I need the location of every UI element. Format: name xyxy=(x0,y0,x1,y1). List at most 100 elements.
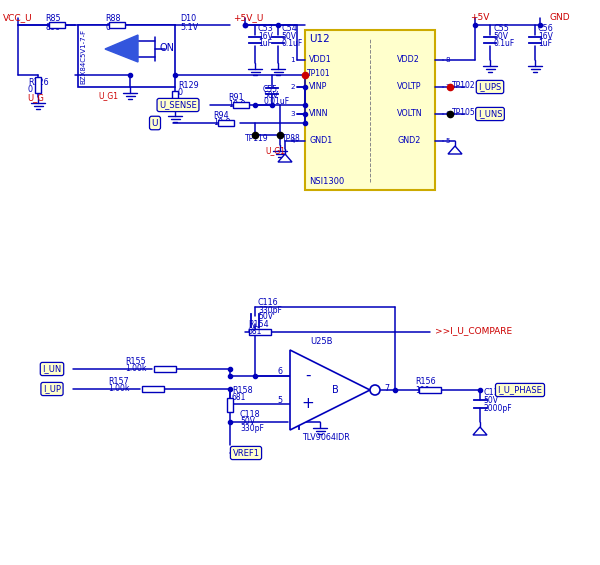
Text: D10: D10 xyxy=(180,14,196,23)
Text: TP88: TP88 xyxy=(282,134,301,143)
Text: R94: R94 xyxy=(213,111,229,120)
Circle shape xyxy=(370,385,380,395)
Text: 0.1uF: 0.1uF xyxy=(281,39,302,48)
Text: 330pF: 330pF xyxy=(258,306,282,315)
Bar xyxy=(142,386,164,392)
Text: TP101: TP101 xyxy=(307,69,331,78)
Text: R156: R156 xyxy=(415,377,436,386)
Text: 50V: 50V xyxy=(263,91,278,100)
Bar xyxy=(218,120,234,126)
Text: 10.0: 10.0 xyxy=(213,118,230,127)
Text: 1uF: 1uF xyxy=(258,39,272,48)
Text: TLV9064IDR: TLV9064IDR xyxy=(302,433,350,442)
Text: 0: 0 xyxy=(178,88,183,97)
Polygon shape xyxy=(278,154,292,162)
Text: VOLTN: VOLTN xyxy=(397,109,422,118)
Text: 50V: 50V xyxy=(240,417,255,426)
Text: 2: 2 xyxy=(290,84,295,90)
Bar xyxy=(172,91,178,107)
Text: GND2: GND2 xyxy=(397,136,421,145)
Text: NSI1300: NSI1300 xyxy=(309,177,344,186)
Text: 10.0: 10.0 xyxy=(228,100,245,109)
Bar xyxy=(78,25,175,87)
Text: -: - xyxy=(305,367,311,383)
Text: U_G1: U_G1 xyxy=(265,146,285,155)
Text: 0: 0 xyxy=(105,23,110,32)
Text: 806: 806 xyxy=(45,23,60,32)
Text: 8: 8 xyxy=(445,57,449,63)
Text: C55: C55 xyxy=(493,24,509,33)
Text: R91: R91 xyxy=(228,93,244,102)
Text: 100: 100 xyxy=(415,386,430,395)
Text: 5: 5 xyxy=(277,396,282,405)
Text: +5V_U: +5V_U xyxy=(233,13,263,22)
Text: I_UNS: I_UNS xyxy=(478,110,502,119)
Bar xyxy=(154,366,176,372)
Polygon shape xyxy=(448,146,462,154)
Text: U_G1: U_G1 xyxy=(98,91,118,100)
Text: I_UPS: I_UPS xyxy=(478,82,502,92)
Text: 0.1uF: 0.1uF xyxy=(493,39,514,48)
Text: BZX84C5V1-7-F: BZX84C5V1-7-F xyxy=(80,28,86,84)
Text: 681: 681 xyxy=(232,393,247,402)
Text: VCC_U: VCC_U xyxy=(3,13,32,22)
Text: VOLTP: VOLTP xyxy=(397,82,421,91)
Text: C117: C117 xyxy=(483,388,504,397)
Text: +: + xyxy=(302,396,314,411)
Text: VREF1: VREF1 xyxy=(233,449,260,458)
Text: 7: 7 xyxy=(445,84,449,90)
Text: 681: 681 xyxy=(248,327,262,336)
Text: 50V: 50V xyxy=(483,396,498,405)
Text: U12: U12 xyxy=(309,34,330,44)
Text: 5.1V: 5.1V xyxy=(180,23,198,32)
Text: TP119: TP119 xyxy=(245,134,269,143)
Polygon shape xyxy=(105,35,138,62)
Text: 6: 6 xyxy=(277,367,282,376)
Text: 1uF: 1uF xyxy=(538,39,552,48)
Text: I_U_PHASE: I_U_PHASE xyxy=(497,385,542,394)
Text: 4: 4 xyxy=(290,138,295,144)
Text: 0: 0 xyxy=(28,85,33,94)
Text: ON: ON xyxy=(160,43,175,53)
Text: 16V: 16V xyxy=(258,32,273,41)
Polygon shape xyxy=(290,350,370,430)
Text: U: U xyxy=(152,119,158,128)
Text: I_UN: I_UN xyxy=(43,364,62,373)
Bar xyxy=(49,22,65,28)
Text: GND: GND xyxy=(550,13,571,22)
Text: U_SENSE: U_SENSE xyxy=(159,101,197,110)
Text: 3: 3 xyxy=(290,111,295,117)
Text: U25B: U25B xyxy=(310,337,332,346)
Polygon shape xyxy=(473,427,487,435)
Text: 7: 7 xyxy=(384,384,389,393)
Text: 1.00k: 1.00k xyxy=(108,384,130,393)
Text: GND1: GND1 xyxy=(309,136,332,145)
Text: 0.01uF: 0.01uF xyxy=(263,97,289,106)
Text: R88: R88 xyxy=(105,14,121,23)
Text: C54: C54 xyxy=(281,24,297,33)
Bar xyxy=(233,102,249,108)
Text: >>I_U_COMPARE: >>I_U_COMPARE xyxy=(435,326,512,335)
Text: R85: R85 xyxy=(45,14,61,23)
Text: VDD1: VDD1 xyxy=(309,55,332,64)
Text: 50V: 50V xyxy=(281,32,296,41)
Bar xyxy=(305,30,435,190)
Text: C56: C56 xyxy=(538,24,554,33)
Text: +5V: +5V xyxy=(470,13,490,22)
Text: C116: C116 xyxy=(258,298,278,307)
Text: 50V: 50V xyxy=(258,312,273,321)
Text: 330pF: 330pF xyxy=(240,424,264,433)
Text: TP102: TP102 xyxy=(452,81,476,90)
Text: VDD2: VDD2 xyxy=(397,55,420,64)
Text: B: B xyxy=(332,385,338,395)
Bar xyxy=(109,22,125,28)
Text: VINN: VINN xyxy=(309,109,329,118)
Text: R126: R126 xyxy=(28,78,49,87)
Text: 2000pF: 2000pF xyxy=(483,404,512,413)
Bar xyxy=(227,398,233,412)
Text: 1: 1 xyxy=(290,57,295,63)
Text: 50V: 50V xyxy=(493,32,508,41)
Bar xyxy=(35,77,41,93)
Bar xyxy=(249,329,271,335)
Text: U_G: U_G xyxy=(27,93,44,102)
